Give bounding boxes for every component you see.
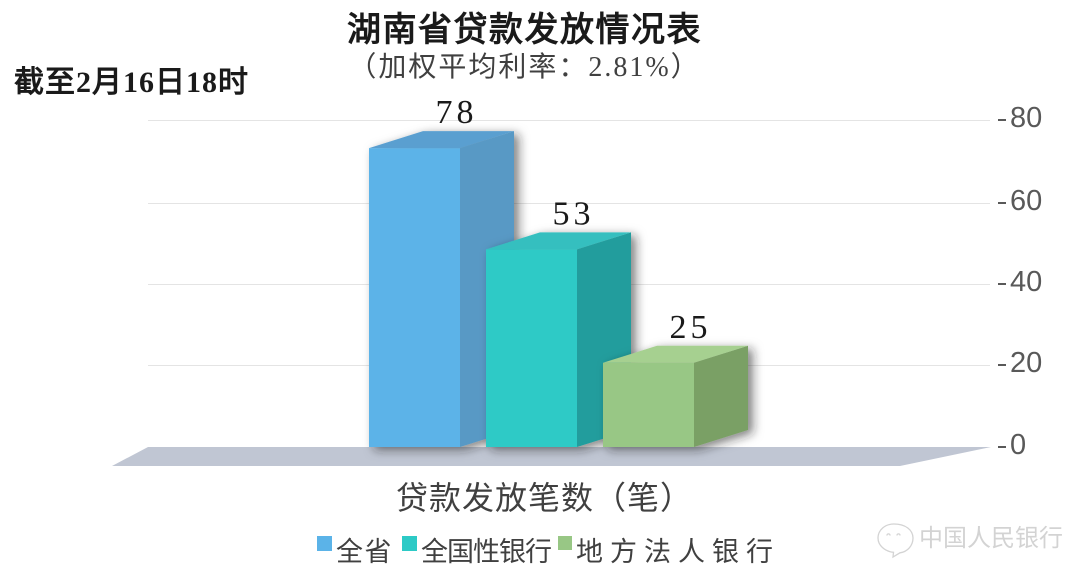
svg-text:25: 25 bbox=[670, 309, 712, 346]
svg-text:53: 53 bbox=[553, 195, 595, 232]
svg-text:中国人民银行: 中国人民银行 bbox=[919, 525, 1063, 552]
svg-text:78: 78 bbox=[436, 94, 478, 131]
